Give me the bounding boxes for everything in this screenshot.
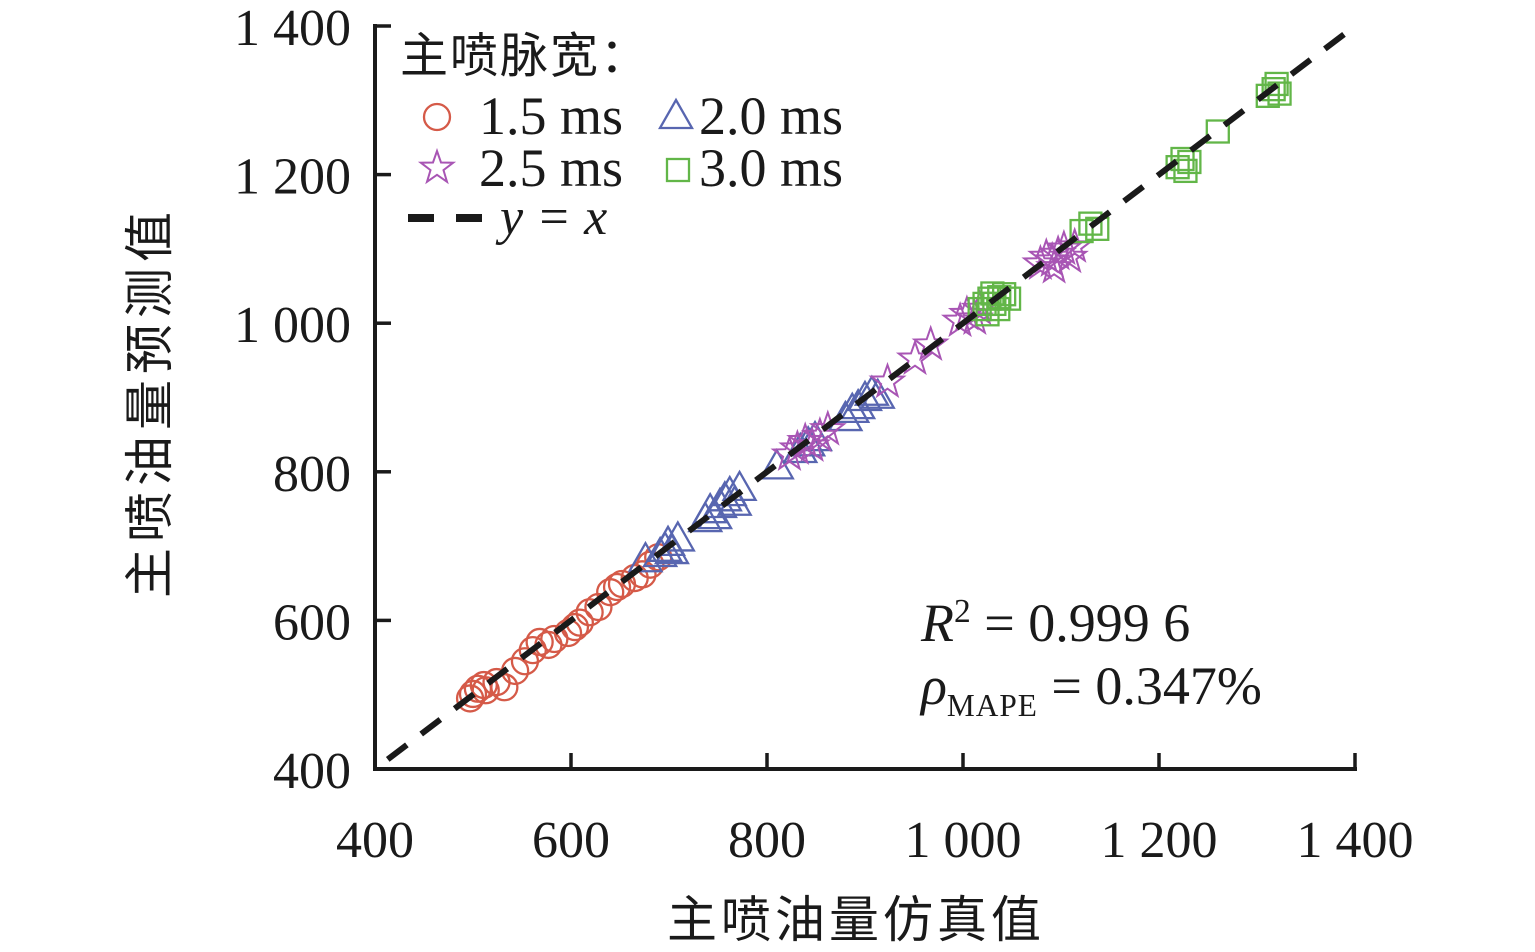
legend-item-2-5ms: 2.5 ms (479, 138, 624, 198)
x-tick-label: 1 000 (905, 812, 1022, 869)
data-points-layer (455, 71, 1292, 713)
y-tick-label: 1 400 (234, 0, 351, 57)
square-marker-icon (665, 157, 691, 183)
axis-tick-labels-layer: 400 600 800 1 000 1 200 1 400 400 600 800 1 000 1 … (234, 0, 1414, 869)
r-exponent: 2 (954, 593, 971, 630)
x-tick-label: 400 (336, 812, 414, 869)
r-symbol: R (921, 593, 954, 653)
y-tick-label: 600 (273, 594, 351, 651)
x-tick-label: 1 400 (1297, 812, 1414, 869)
axis-ticks-layer (373, 24, 1357, 771)
legend-item-y-equals-x: y = x (500, 189, 608, 246)
star-marker-icon (417, 148, 457, 185)
rho-subscript: MAPE (946, 687, 1038, 723)
y-tick-label: 800 (273, 446, 351, 503)
y-tick-label: 400 (273, 743, 351, 800)
legend-item-3-0ms: 3.0 ms (699, 138, 844, 198)
series-1-5-ms (455, 543, 673, 713)
mape-annotation: ρMAPE = 0.347% (921, 655, 1262, 721)
x-axis-title: 主喷油量仿真值 (667, 892, 1045, 948)
triangle-marker-icon (658, 97, 694, 130)
legend-title: 主喷脉宽： (400, 30, 651, 83)
x-tick-label: 1 200 (1101, 812, 1218, 869)
rho-symbol: ρ (921, 656, 947, 716)
circle-marker-icon (422, 102, 452, 132)
mape-value: = 0.347% (1037, 656, 1262, 716)
legend-item-2-0ms: 2.0 ms (699, 86, 844, 146)
dash-line-icon (408, 214, 492, 222)
r-squared-annotation: R2 = 0.999 6 (921, 592, 1190, 654)
y-tick-label: 1 200 (234, 149, 351, 206)
r-squared-value: = 0.999 6 (970, 593, 1191, 653)
y-tick-label: 1 000 (234, 297, 351, 354)
identity-line-layer (385, 29, 1349, 762)
y-axis-title: 主喷油量预测值 (122, 206, 178, 598)
x-tick-label: 600 (532, 812, 610, 869)
legend-item-1-5ms: 1.5 ms (479, 86, 624, 146)
x-tick-label: 800 (728, 812, 806, 869)
